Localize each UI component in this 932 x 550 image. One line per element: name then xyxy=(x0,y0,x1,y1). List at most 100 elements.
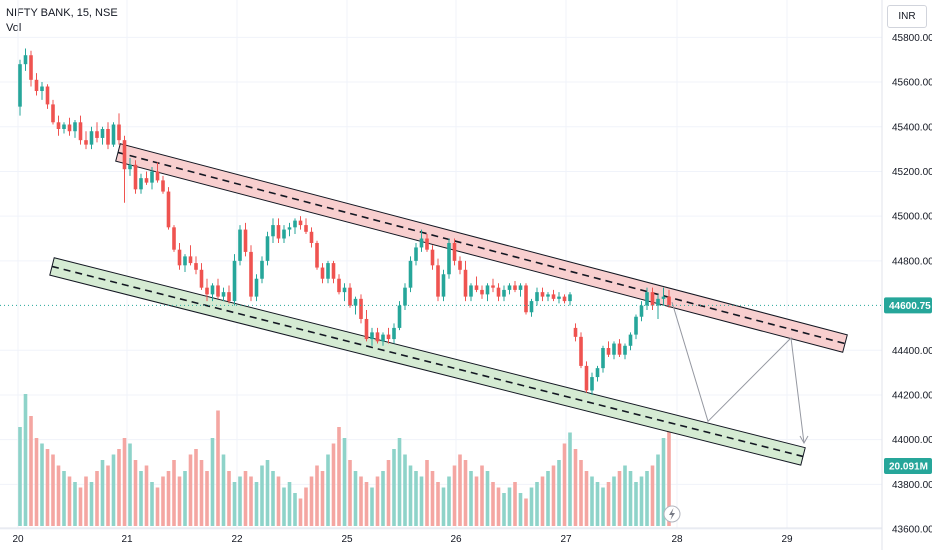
candle-body xyxy=(216,285,220,297)
volume-bar xyxy=(656,454,660,526)
volume-bar xyxy=(298,498,303,526)
candle-body xyxy=(359,298,363,319)
volume-bar xyxy=(584,471,589,526)
volume-bar xyxy=(282,487,286,526)
candle-body xyxy=(23,55,28,65)
volume-bar xyxy=(645,471,649,526)
candle-body xyxy=(232,260,237,302)
candle-body xyxy=(436,265,440,297)
currency-selector[interactable]: INR xyxy=(887,5,927,28)
volume-bar xyxy=(452,465,457,526)
volume-bar xyxy=(73,482,77,526)
volume-bar xyxy=(29,416,33,526)
candle-body xyxy=(623,345,627,355)
x-tick-label: 26 xyxy=(450,534,462,545)
candle-body xyxy=(150,171,154,183)
volume-bar xyxy=(238,476,242,526)
volume-bar xyxy=(84,476,88,526)
candle-body xyxy=(386,334,391,340)
candle-body xyxy=(546,294,550,297)
volume-bar xyxy=(40,443,44,526)
candle-body xyxy=(601,348,605,369)
candle-body xyxy=(249,251,253,297)
volume-bar xyxy=(293,493,297,526)
candle-body xyxy=(408,260,413,288)
volume-bar xyxy=(485,471,490,526)
volume-bar xyxy=(381,471,385,526)
candle-body xyxy=(661,296,666,299)
candle-body xyxy=(535,292,539,302)
projection-path[interactable] xyxy=(671,302,805,444)
candle-body xyxy=(188,256,193,264)
candle-body xyxy=(348,287,352,306)
candle-body xyxy=(425,238,429,250)
candle-body xyxy=(210,285,215,295)
volume-bar xyxy=(122,438,127,526)
volume-bar xyxy=(601,487,605,526)
volume-bar xyxy=(45,449,50,526)
candle-body xyxy=(45,86,50,105)
candle-body xyxy=(557,296,561,299)
candle-body xyxy=(513,285,517,290)
volume-bar xyxy=(463,460,468,526)
volume-bar xyxy=(513,482,517,526)
volume-bar xyxy=(166,471,171,526)
last-volume-label: 20.091M xyxy=(889,462,928,473)
candle-body xyxy=(331,263,336,279)
last-volume-tag xyxy=(884,458,932,474)
volume-bar xyxy=(337,427,341,526)
candle-body xyxy=(573,327,578,337)
volume-bar xyxy=(205,471,209,526)
volume-bar xyxy=(595,482,600,526)
volume-bar xyxy=(425,460,429,526)
candle-body xyxy=(381,334,385,342)
volume-bar xyxy=(287,482,292,526)
candle-body xyxy=(34,79,39,91)
candle-body xyxy=(128,164,132,170)
candle-body xyxy=(441,274,446,297)
volume-bar xyxy=(650,465,655,526)
candle-body xyxy=(221,292,226,297)
symbol-label[interactable]: NIFTY BANK, 15, NSE xyxy=(6,7,118,19)
volume-bar xyxy=(89,482,94,526)
volume-bar xyxy=(480,465,484,526)
x-tick-label: 29 xyxy=(781,534,793,545)
candle-body xyxy=(100,128,105,138)
volume-bar xyxy=(617,471,622,526)
volume-bar xyxy=(331,443,336,526)
candle-body xyxy=(133,164,138,190)
volume-indicator-label[interactable]: Vol xyxy=(6,22,22,34)
volume-bar xyxy=(199,460,204,526)
volume-bar xyxy=(386,460,391,526)
candle-body xyxy=(507,285,512,290)
x-tick-label: 20 xyxy=(12,534,24,545)
volume-bar xyxy=(150,482,154,526)
volume-bar xyxy=(51,454,55,526)
candle-body xyxy=(254,278,259,297)
candle-body xyxy=(183,256,187,266)
candle-body xyxy=(540,292,545,297)
candle-body xyxy=(397,305,402,328)
x-tick-label: 28 xyxy=(671,534,683,545)
lightning-icon-glyph xyxy=(669,508,675,520)
candle-body xyxy=(639,305,644,317)
candle-body xyxy=(458,260,462,270)
y-tick-label: 44200.00 xyxy=(892,390,932,401)
volume-bar xyxy=(254,482,259,526)
volume-bar xyxy=(623,465,627,526)
last-price-label: 44600.75 xyxy=(889,301,931,312)
volume-bar xyxy=(496,487,501,526)
volume-bar xyxy=(568,432,572,526)
candle-body xyxy=(656,298,660,306)
volume-bar xyxy=(579,460,583,526)
candle-body xyxy=(474,285,479,290)
candle-body xyxy=(29,55,33,80)
volume-bar xyxy=(106,465,110,526)
x-tick-label: 25 xyxy=(341,534,353,545)
candle-body xyxy=(293,220,297,228)
volume-bar xyxy=(430,471,435,526)
candle-body xyxy=(56,122,61,129)
candle-body xyxy=(667,296,671,306)
y-tick-label: 45800.00 xyxy=(892,33,932,44)
